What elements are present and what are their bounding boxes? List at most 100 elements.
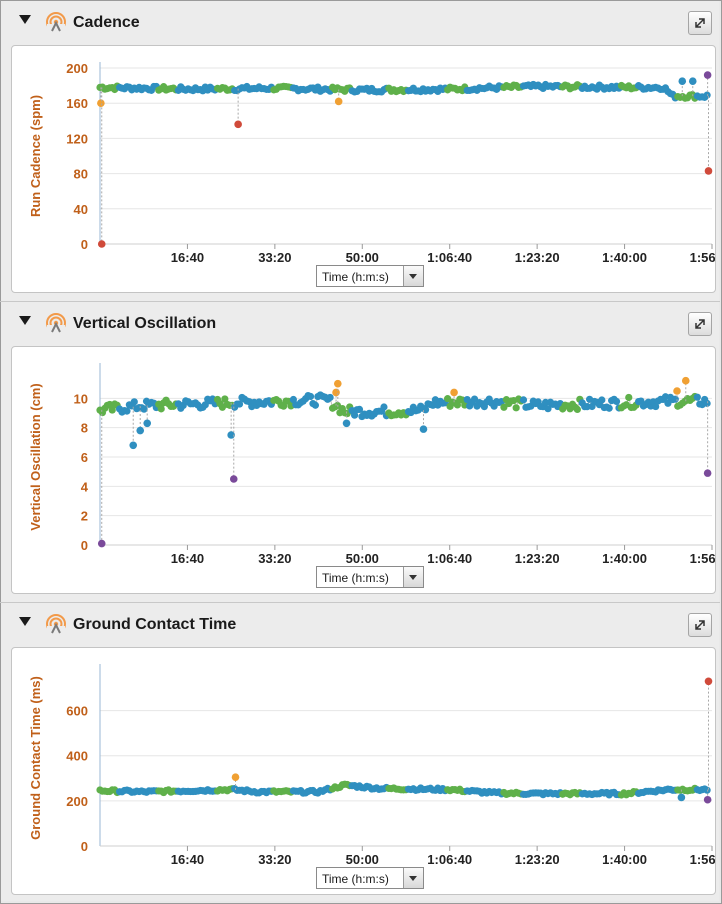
data-point bbox=[355, 405, 364, 414]
data-point bbox=[598, 396, 606, 404]
data-point bbox=[221, 395, 229, 403]
y-tick-label: 8 bbox=[81, 421, 88, 436]
separator bbox=[0, 602, 720, 603]
data-point bbox=[326, 393, 334, 402]
outlier-point bbox=[703, 71, 712, 79]
x-tick-label: 1:06:40 bbox=[427, 852, 472, 867]
outlier-point bbox=[97, 99, 105, 107]
data-point bbox=[703, 786, 711, 794]
y-tick-label: 2 bbox=[81, 509, 88, 524]
data-point bbox=[512, 404, 520, 412]
data-point bbox=[693, 393, 701, 401]
outlier-point bbox=[97, 539, 106, 548]
y-tick-label: 0 bbox=[81, 237, 88, 252]
time-axis-dropdown[interactable]: Time (h:m:s) bbox=[316, 566, 424, 588]
data-point bbox=[605, 404, 613, 412]
outlier-point bbox=[136, 426, 145, 435]
panel-header: Cadence bbox=[1, 1, 719, 45]
x-tick-label: 50:00 bbox=[346, 551, 379, 566]
y-tick-label: 200 bbox=[66, 794, 88, 809]
expand-button[interactable] bbox=[688, 11, 712, 35]
chart-area: 0 2 4 6 8 10 16:40 33:20 50:00 1:06:40 1:23:20 1:40… bbox=[11, 346, 722, 594]
data-point bbox=[612, 397, 621, 406]
expand-button[interactable] bbox=[688, 613, 712, 637]
panel-header: Ground Contact Time bbox=[1, 603, 719, 647]
y-axis-label: Ground Contact Time (ms) bbox=[28, 676, 43, 840]
outlier-point bbox=[703, 795, 712, 804]
orange-sensor-icon bbox=[46, 614, 66, 635]
dropdown-label: Time (h:m:s) bbox=[322, 872, 389, 886]
y-tick-label: 160 bbox=[66, 96, 88, 111]
orange-sensor-icon bbox=[46, 12, 66, 33]
x-tick-label: 1:56:40 bbox=[690, 551, 715, 566]
y-tick-label: 0 bbox=[81, 538, 88, 553]
time-axis-dropdown[interactable]: Time (h:m:s) bbox=[316, 867, 424, 889]
outlier-point bbox=[673, 387, 681, 395]
chevron-down-icon bbox=[409, 575, 417, 580]
chart-area: 0 40 80 120 160 200 16:40 33:20 50:00 1:06:40 1:23… bbox=[11, 45, 722, 293]
dropdown-button[interactable] bbox=[403, 567, 423, 587]
y-tick-label: 120 bbox=[66, 131, 88, 146]
y-tick-label: 400 bbox=[66, 749, 88, 764]
data-point bbox=[130, 398, 138, 406]
data-point bbox=[500, 403, 508, 411]
x-tick-label: 1:40:00 bbox=[602, 250, 647, 265]
expand-button[interactable] bbox=[688, 312, 712, 336]
ground-contact-time-chart: 0 200 400 600 16:40 33:20 50:00 1:06:40 1:23:20 1… bbox=[28, 664, 722, 867]
separator bbox=[0, 301, 720, 302]
data-point bbox=[664, 399, 672, 407]
outlier-point bbox=[677, 793, 686, 802]
data-point bbox=[652, 402, 660, 411]
collapse-triangle-icon[interactable] bbox=[19, 316, 31, 325]
outlier-point bbox=[704, 167, 713, 175]
outlier-point bbox=[143, 419, 152, 428]
x-tick-label: 1:23:20 bbox=[515, 250, 560, 265]
outlier-point bbox=[678, 77, 687, 85]
chart-area: 0 200 400 600 16:40 33:20 50:00 1:06:40 1:23:20 1… bbox=[11, 647, 722, 895]
x-tick-label: 1:40:00 bbox=[602, 852, 647, 867]
outlier-point bbox=[231, 773, 240, 781]
chevron-down-icon bbox=[409, 876, 417, 881]
data-point bbox=[201, 401, 209, 409]
collapse-triangle-icon[interactable] bbox=[19, 15, 31, 24]
x-tick-label: 1:56:40 bbox=[690, 250, 715, 265]
dropdown-button[interactable] bbox=[403, 266, 423, 286]
outlier-point bbox=[703, 469, 712, 477]
x-tick-label: 1:06:40 bbox=[427, 250, 472, 265]
y-tick-label: 10 bbox=[74, 391, 88, 406]
dropdown-button[interactable] bbox=[403, 868, 423, 888]
data-point bbox=[703, 399, 711, 407]
y-axis-label: Vertical Oscillation (cm) bbox=[28, 383, 43, 530]
panel-title: Cadence bbox=[73, 14, 140, 31]
vertical-oscillation-chart: 0 2 4 6 8 10 16:40 33:20 50:00 1:06:40 1:23:20 1:40… bbox=[28, 363, 722, 566]
data-point bbox=[108, 406, 116, 414]
data-point bbox=[157, 405, 165, 413]
vertical-oscillation-panel: Vertical Oscillation 0 2 4 6 8 10 16:40 33:20 50… bbox=[1, 302, 722, 602]
expand-arrows-icon bbox=[695, 620, 705, 630]
outlier-point bbox=[332, 388, 340, 397]
data-point bbox=[311, 401, 320, 409]
orange-sensor-icon bbox=[46, 313, 66, 334]
x-tick-label: 50:00 bbox=[346, 250, 379, 265]
collapse-triangle-icon[interactable] bbox=[19, 617, 31, 626]
data-point bbox=[444, 395, 452, 403]
x-tick-label: 1:40:00 bbox=[602, 551, 647, 566]
x-tick-label: 1:56:40 bbox=[690, 852, 715, 867]
x-tick-label: 1:23:20 bbox=[515, 551, 560, 566]
data-point bbox=[235, 400, 244, 408]
x-tick-label: 1:06:40 bbox=[427, 551, 472, 566]
chevron-down-icon bbox=[409, 274, 417, 279]
data-point bbox=[350, 411, 359, 419]
x-tick-label: 16:40 bbox=[171, 551, 204, 566]
data-point bbox=[123, 407, 131, 415]
outlier-point bbox=[229, 475, 238, 483]
time-axis-dropdown[interactable]: Time (h:m:s) bbox=[316, 265, 424, 287]
outlier-point bbox=[688, 77, 697, 85]
outlier-point bbox=[227, 431, 235, 439]
x-tick-label: 16:40 bbox=[171, 250, 204, 265]
y-tick-label: 6 bbox=[81, 450, 88, 465]
panel-header: Vertical Oscillation bbox=[1, 302, 719, 346]
panel-title: Vertical Oscillation bbox=[73, 315, 217, 332]
outlier-point bbox=[234, 120, 242, 129]
ground-contact-time-panel: Ground Contact Time 0 200 400 600 16:40 33:20… bbox=[1, 603, 722, 901]
